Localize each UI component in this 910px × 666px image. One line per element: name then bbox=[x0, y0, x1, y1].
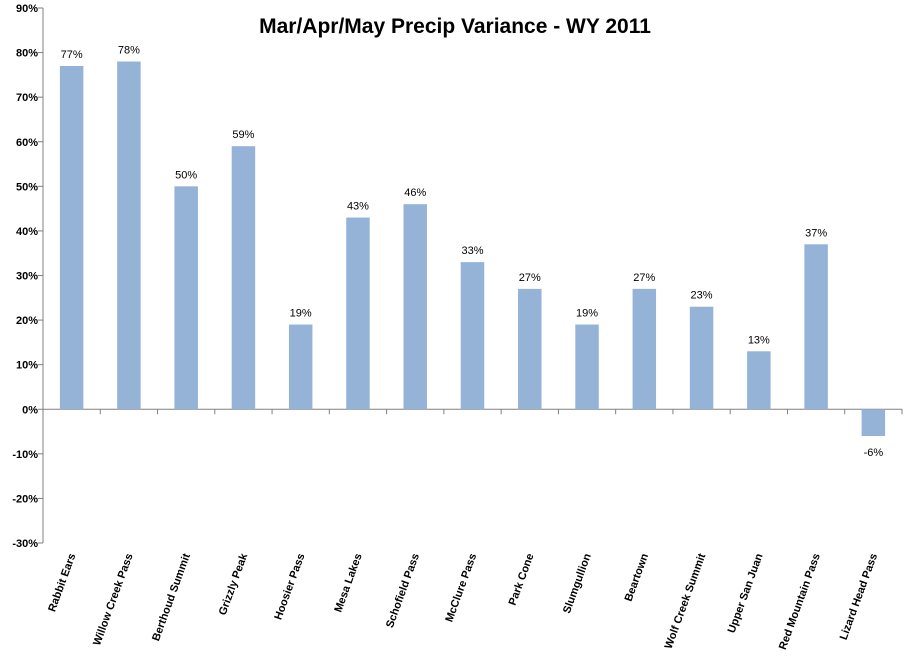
y-tick-label: 0% bbox=[22, 404, 38, 416]
data-label: 27% bbox=[633, 272, 655, 284]
data-label: -6% bbox=[864, 447, 884, 459]
y-tick-label: 60% bbox=[16, 137, 38, 149]
bar bbox=[174, 186, 198, 410]
data-label: 13% bbox=[748, 334, 770, 346]
data-label: 27% bbox=[519, 272, 541, 284]
bar bbox=[861, 409, 886, 436]
bar bbox=[804, 244, 828, 410]
data-label: 19% bbox=[290, 308, 312, 320]
bar bbox=[346, 217, 370, 410]
y-tick-label: -10% bbox=[12, 449, 38, 461]
bar bbox=[59, 65, 84, 410]
data-label: 19% bbox=[576, 308, 598, 320]
data-label: 37% bbox=[805, 227, 827, 239]
bar bbox=[460, 262, 485, 410]
y-tick-label: -30% bbox=[12, 538, 38, 550]
data-label: 43% bbox=[347, 201, 369, 213]
y-tick-label: 90% bbox=[16, 3, 38, 15]
bar bbox=[518, 288, 542, 410]
data-label: 23% bbox=[691, 290, 713, 302]
y-tick-label: -20% bbox=[12, 493, 38, 505]
data-label: 33% bbox=[461, 245, 483, 257]
data-label: 50% bbox=[175, 169, 197, 181]
bar bbox=[403, 204, 427, 410]
y-tick-label: 50% bbox=[16, 181, 38, 193]
bar bbox=[288, 324, 313, 410]
data-label: 46% bbox=[404, 187, 426, 199]
y-tick-label: 20% bbox=[16, 315, 38, 327]
bar bbox=[575, 324, 599, 410]
data-label: 59% bbox=[232, 129, 254, 141]
bar bbox=[632, 288, 657, 410]
data-label: 78% bbox=[118, 45, 140, 57]
y-tick-label: 70% bbox=[16, 92, 38, 104]
data-label: 77% bbox=[61, 49, 83, 61]
bar bbox=[747, 351, 771, 410]
chart-title: Mar/Apr/May Precip Variance - WY 2011 bbox=[259, 15, 651, 38]
y-tick-label: 30% bbox=[16, 271, 38, 283]
data-labels: 77% 78% 50% 59% 19% 43% 46% 33% 27% 19% 27% 23% 13% 3… bbox=[61, 45, 884, 460]
y-tick-label: 80% bbox=[16, 48, 38, 60]
bars bbox=[59, 61, 886, 436]
y-tick-label: 40% bbox=[16, 226, 38, 238]
bar bbox=[117, 61, 141, 410]
y-tick-label: 10% bbox=[16, 360, 38, 372]
bar bbox=[231, 146, 256, 410]
bar bbox=[689, 306, 714, 410]
